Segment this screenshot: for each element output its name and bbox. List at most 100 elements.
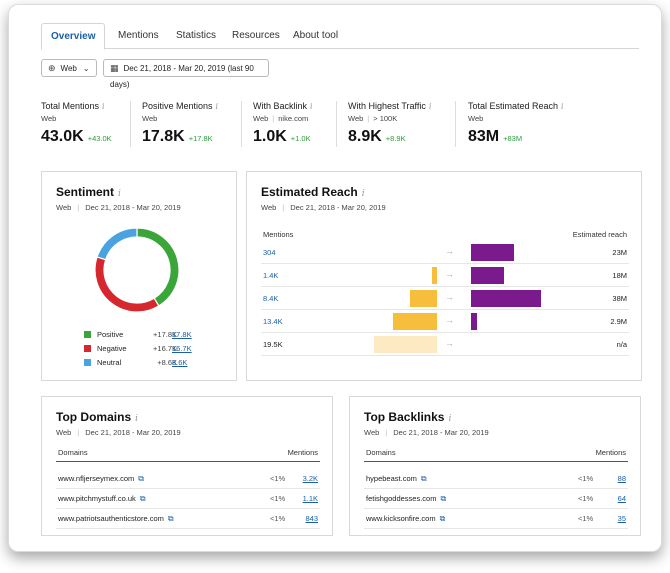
info-icon[interactable]: i bbox=[135, 414, 139, 424]
info-icon[interactable]: i bbox=[310, 102, 313, 111]
card-title: Top Backlinks bbox=[364, 410, 445, 424]
external-link-icon[interactable]: ⧉ bbox=[439, 514, 446, 523]
share-percent: <1% bbox=[578, 474, 594, 483]
col-estimated-reach: Estimated reach bbox=[572, 230, 627, 239]
metric-delta: +83M bbox=[503, 134, 523, 143]
mentions-count-link[interactable]: 88 bbox=[617, 474, 626, 483]
mentions-bar bbox=[393, 313, 437, 330]
external-link-icon[interactable]: ⧉ bbox=[139, 494, 146, 503]
info-icon[interactable]: i bbox=[361, 189, 365, 199]
tab-overview[interactable]: Overview bbox=[41, 23, 106, 50]
arrow-right-icon: → bbox=[445, 292, 454, 302]
metric-value: 17.8K bbox=[142, 128, 185, 145]
share-percent: <1% bbox=[578, 514, 594, 523]
reach-mentions-value[interactable]: 1.4K bbox=[263, 271, 279, 280]
legend-swatch bbox=[84, 359, 91, 366]
col-domains: Domains bbox=[58, 448, 88, 457]
info-icon[interactable]: i bbox=[448, 414, 452, 424]
metric-divider bbox=[130, 101, 131, 147]
metric-delta: +43.0K bbox=[87, 134, 112, 143]
calendar-icon: ▦ bbox=[110, 63, 119, 73]
info-icon[interactable]: i bbox=[428, 102, 432, 111]
legend-delta: +17.8K bbox=[153, 330, 177, 339]
top-backlinks-card: Top Backlinks i Web | Dec 21, 2018 - Mar 20… bbox=[349, 396, 641, 536]
tab-mentions[interactable]: Mentions bbox=[118, 30, 159, 41]
external-link-icon[interactable]: ⧉ bbox=[440, 494, 447, 503]
info-icon[interactable]: i bbox=[118, 189, 121, 199]
metric-label: With Highest Traffic bbox=[348, 101, 426, 111]
col-mentions: Mentions bbox=[263, 230, 294, 239]
mentions-bar bbox=[432, 267, 437, 284]
card-dates: Dec 21, 2018 - Mar 20, 2019 bbox=[85, 203, 181, 212]
legend-name: Neutral bbox=[97, 358, 122, 367]
legend-delta: +8.6K bbox=[157, 358, 177, 367]
reach-row: 8.4K → 38M bbox=[261, 288, 629, 310]
arrow-right-icon: → bbox=[445, 315, 454, 325]
reach-value: 18M bbox=[612, 271, 627, 280]
legend-total-link[interactable]: 8.6K bbox=[172, 358, 188, 367]
tab-resources[interactable]: Resources bbox=[232, 30, 280, 41]
domain-name: www.kicksonfire.com bbox=[366, 514, 436, 523]
domain-name: www.patriotsauthenticstore.com bbox=[58, 514, 164, 523]
metric-label: With Backlink bbox=[253, 101, 308, 111]
card-source: Web bbox=[56, 428, 72, 437]
info-icon[interactable]: i bbox=[215, 102, 219, 111]
donut-slice-neutral[interactable] bbox=[96, 227, 138, 261]
metric-source: Web bbox=[348, 114, 364, 123]
metric-divider bbox=[241, 101, 242, 147]
mentions-bar bbox=[373, 336, 437, 353]
table-row: www.kicksonfire.com ⧉ <1% 35 bbox=[364, 509, 628, 529]
tab-statistics[interactable]: Statistics bbox=[176, 30, 217, 41]
metric-total-reach: Total Estimated Reach i Web 83M +83M bbox=[468, 101, 564, 151]
external-link-icon[interactable]: ⧉ bbox=[420, 474, 427, 483]
legend-total-link[interactable]: 17.8K bbox=[172, 330, 192, 339]
legend-total-link[interactable]: 16.7K bbox=[172, 344, 192, 353]
reach-value: n/a bbox=[616, 340, 627, 349]
share-percent: <1% bbox=[270, 474, 286, 483]
mentions-count-link[interactable]: 35 bbox=[617, 514, 626, 523]
info-icon[interactable]: i bbox=[102, 102, 105, 111]
metric-delta: +8.9K bbox=[385, 134, 406, 143]
metric-divider bbox=[455, 101, 456, 147]
legend-name: Positive bbox=[97, 330, 124, 339]
external-link-icon[interactable]: ⧉ bbox=[167, 514, 174, 523]
source-select[interactable]: ⊕ Web ⌄ bbox=[41, 59, 97, 77]
card-source: Web bbox=[56, 203, 72, 212]
donut-slice-positive[interactable] bbox=[136, 227, 180, 307]
reach-mentions-value: 19.5K bbox=[263, 340, 283, 349]
metric-value: 83M bbox=[468, 128, 500, 145]
donut-slice-negative[interactable] bbox=[94, 256, 160, 313]
metric-source: Web bbox=[41, 114, 57, 123]
date-range-picker[interactable]: ▦ Dec 21, 2018 - Mar 20, 2019 (last 90 da… bbox=[103, 59, 269, 89]
share-percent: <1% bbox=[270, 494, 286, 503]
tab-about-tool[interactable]: About tool bbox=[293, 30, 339, 41]
reach-mentions-value[interactable]: 8.4K bbox=[263, 294, 279, 303]
arrow-right-icon: → bbox=[445, 269, 454, 279]
mentions-count-link[interactable]: 843 bbox=[305, 514, 318, 523]
legend-negative: Negative +16.7K 16.7K bbox=[84, 343, 194, 354]
metric-positive-mentions: Positive Mentions i Web 17.8K +17.8K bbox=[142, 101, 218, 151]
card-dates: Dec 21, 2018 - Mar 20, 2019 bbox=[393, 428, 489, 437]
reach-value: 38M bbox=[612, 294, 627, 303]
info-icon[interactable]: i bbox=[561, 102, 564, 111]
reach-bar bbox=[471, 267, 504, 284]
reach-mentions-value[interactable]: 13.4K bbox=[263, 317, 283, 326]
card-title: Top Domains bbox=[56, 410, 132, 424]
metric-filter: > 100K bbox=[373, 114, 398, 123]
metric-filter: nike.com bbox=[278, 114, 309, 123]
globe-icon: ⊕ bbox=[48, 63, 56, 73]
card-source: Web bbox=[364, 428, 380, 437]
metric-label: Total Estimated Reach bbox=[468, 101, 559, 111]
metric-source: Web bbox=[253, 114, 269, 123]
external-link-icon[interactable]: ⧉ bbox=[138, 474, 144, 483]
sentiment-donut bbox=[94, 227, 180, 313]
col-mentions: Mentions bbox=[287, 448, 318, 457]
mentions-count-link[interactable]: 64 bbox=[617, 494, 626, 503]
share-percent: <1% bbox=[270, 514, 286, 523]
arrow-right-icon: → bbox=[445, 246, 454, 256]
table-row: www.nfljerseymex.com ⧉ <1% 3.2K bbox=[56, 469, 320, 489]
mentions-count-link[interactable]: 1.1K bbox=[302, 494, 318, 503]
mentions-count-link[interactable]: 3.2K bbox=[302, 474, 318, 483]
mentions-bar bbox=[409, 290, 437, 307]
reach-mentions-value[interactable]: 304 bbox=[263, 248, 276, 257]
